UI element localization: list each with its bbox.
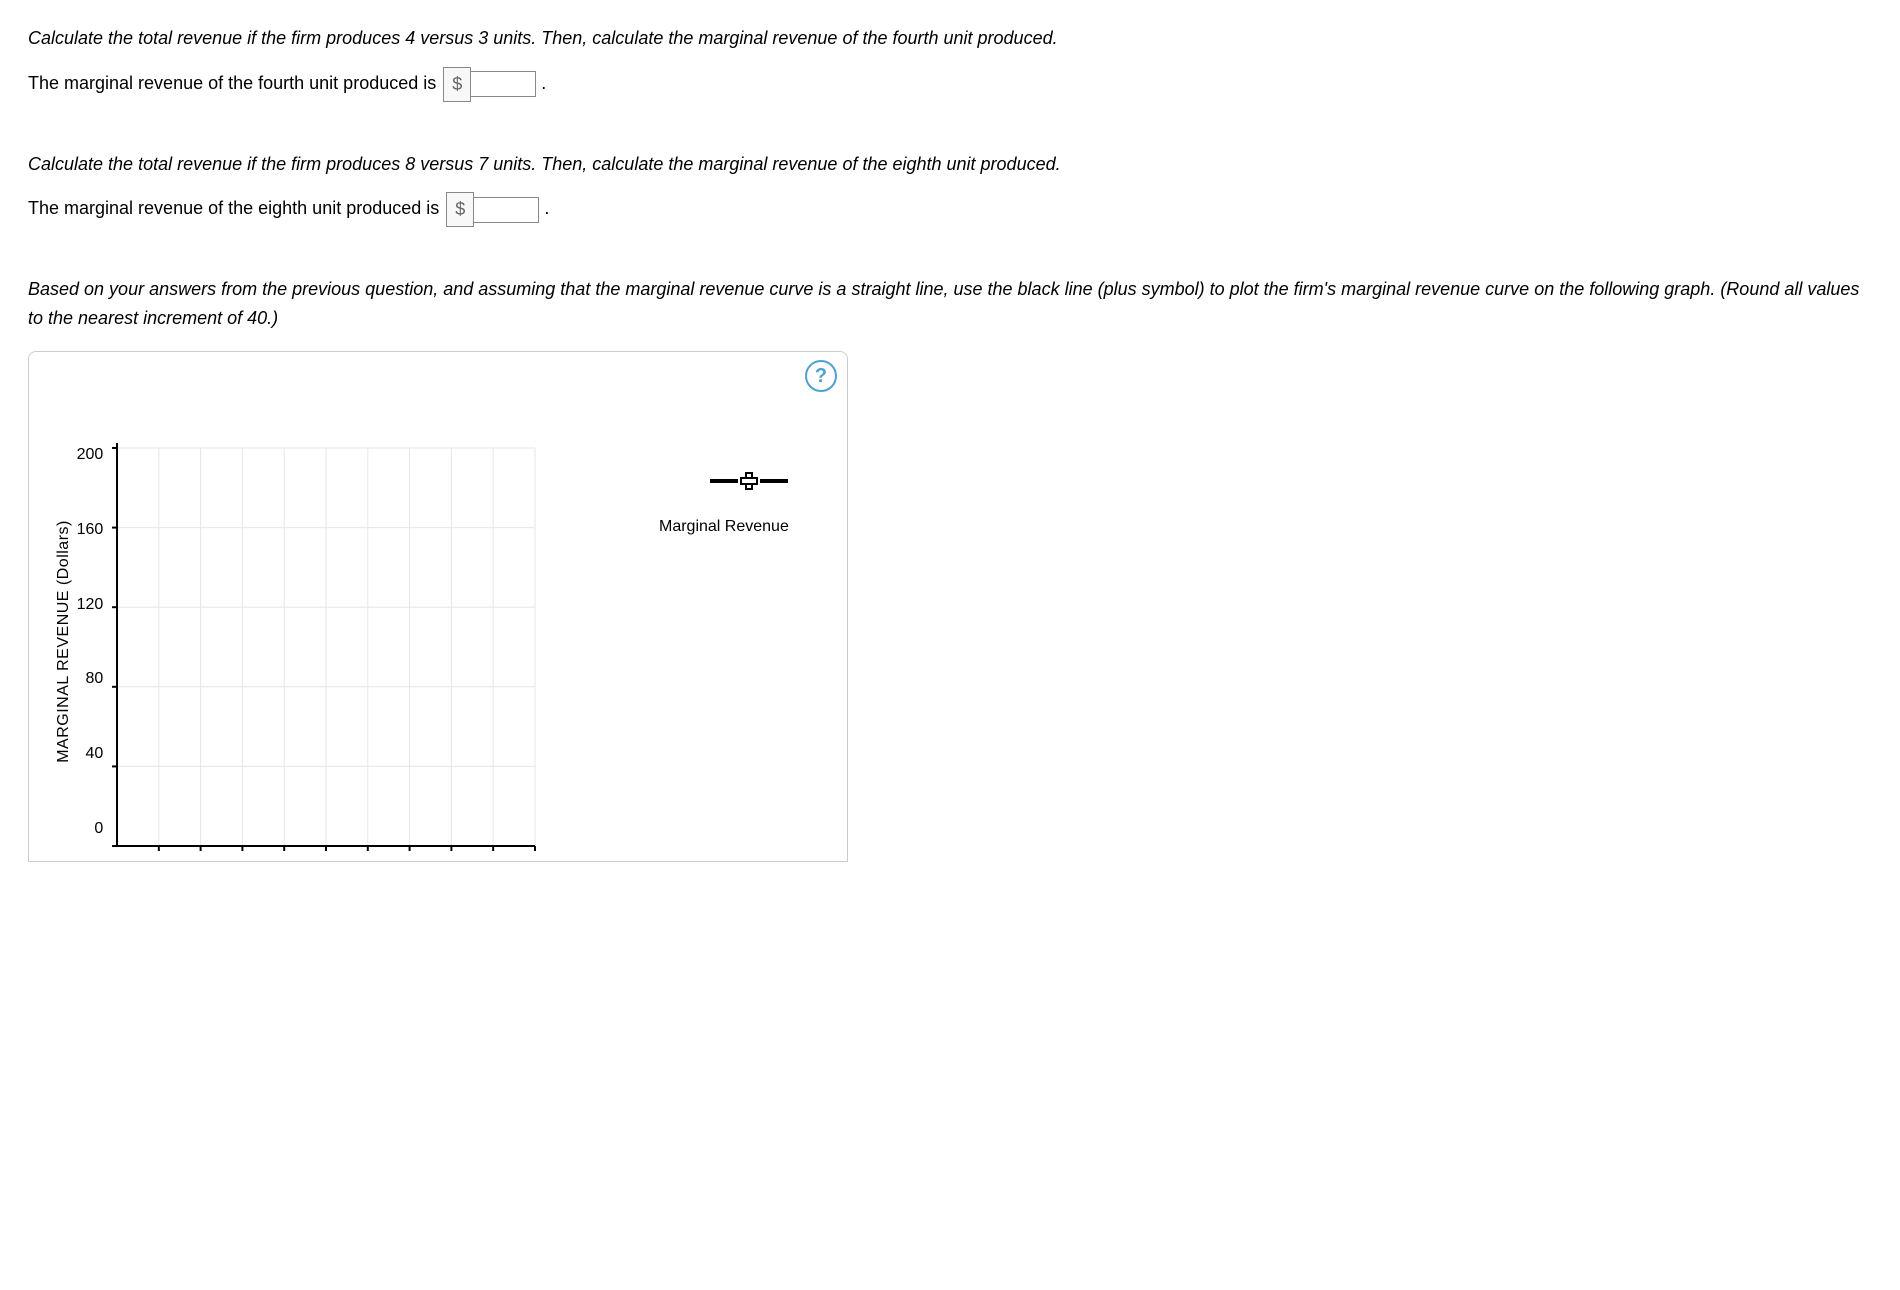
question-2-prompt: Calculate the total revenue if the firm … bbox=[28, 150, 1872, 179]
chart-legend[interactable]: Marginal Revenue bbox=[659, 472, 789, 540]
question-1-answer-line: The marginal revenue of the fourth unit … bbox=[28, 67, 1872, 102]
y-tick-label: 120 bbox=[77, 592, 104, 618]
legend-symbol bbox=[709, 472, 789, 490]
question-1-prompt: Calculate the total revenue if the firm … bbox=[28, 24, 1872, 53]
y-tick-label: 200 bbox=[77, 442, 104, 468]
y-axis-title: MARGINAL REVENUE (Dollars) bbox=[47, 442, 77, 861]
legend-label: Marginal Revenue bbox=[659, 514, 789, 540]
question-3-prompt: Based on your answers from the previous … bbox=[28, 275, 1872, 333]
legend-line-right bbox=[760, 479, 788, 483]
legend-line-left bbox=[710, 479, 738, 483]
plot-area: MARGINAL REVENUE (Dollars) 200 160 120 8… bbox=[29, 352, 847, 861]
y-tick-label: 0 bbox=[94, 816, 103, 842]
q1-answer-prefix: The marginal revenue of the fourth unit … bbox=[28, 73, 436, 93]
q2-answer-prefix: The marginal revenue of the eighth unit … bbox=[28, 199, 439, 219]
q2-answer-input[interactable] bbox=[473, 197, 539, 223]
y-tick-label: 160 bbox=[77, 517, 104, 543]
graph-panel: ? MARGINAL REVENUE (Dollars) 200 160 120… bbox=[28, 351, 848, 862]
y-tick-label: 80 bbox=[86, 666, 104, 692]
chart-canvas[interactable] bbox=[111, 442, 541, 861]
q2-period: . bbox=[544, 199, 549, 219]
q2-dollar-sign: $ bbox=[446, 192, 474, 227]
question-2-answer-line: The marginal revenue of the eighth unit … bbox=[28, 192, 1872, 227]
plus-icon bbox=[740, 472, 758, 490]
q1-period: . bbox=[541, 73, 546, 93]
y-tick-label: 40 bbox=[86, 741, 104, 767]
chart-svg bbox=[111, 442, 541, 852]
q1-answer-input[interactable] bbox=[470, 71, 536, 97]
y-axis-ticks: 200 160 120 80 40 0 bbox=[77, 442, 112, 842]
q1-dollar-sign: $ bbox=[443, 67, 471, 102]
